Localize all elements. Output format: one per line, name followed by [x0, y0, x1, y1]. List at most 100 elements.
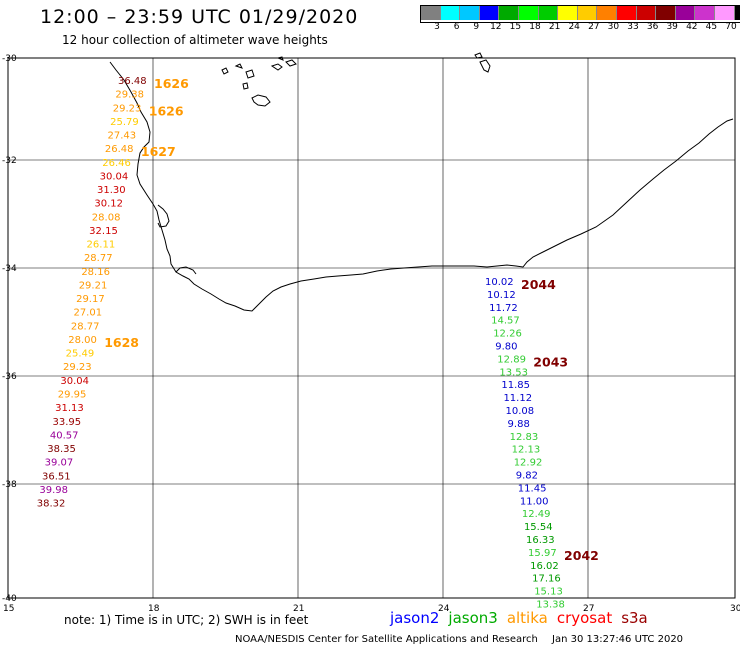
wave-height-value: 39.07 — [45, 458, 74, 469]
wave-height-value: 16.33 — [526, 535, 555, 546]
lat-label: -30 — [2, 54, 17, 64]
wave-height-value: 29.23 — [113, 103, 142, 114]
wave-height-value: 29.21 — [79, 280, 108, 291]
legend-swatch-3 — [478, 6, 499, 20]
lon-label: 18 — [148, 604, 160, 614]
wave-height-value: 38.35 — [47, 444, 76, 455]
wave-height-value: 12.89 — [497, 354, 526, 365]
wave-height-value: 26.11 — [87, 240, 116, 251]
wave-height-value: 17.16 — [532, 574, 561, 585]
coastline-detail-3 — [251, 94, 271, 107]
wave-height-value: 32.15 — [89, 226, 118, 237]
wave-height-value: 28.16 — [81, 267, 110, 278]
wave-height-value: 11.45 — [518, 483, 547, 494]
wave-height-value: 12.13 — [512, 445, 541, 456]
legend-swatch-16 — [733, 6, 740, 20]
wave-height-value: 15.13 — [534, 587, 563, 598]
wave-height-value: 26.48 — [105, 144, 134, 155]
wave-height-value: 10.08 — [506, 406, 535, 417]
west-track: 36.48 29.38 29.23 25.79 27.43 26.48 26.46 30.04… — [37, 76, 189, 510]
legend-swatch-15 — [713, 6, 734, 20]
legend-swatch-6 — [537, 6, 558, 20]
legend-swatch-13 — [674, 6, 695, 20]
pass-number-label: 2042 — [564, 548, 599, 563]
legend-label: 18 — [529, 22, 541, 32]
wave-height-value: 26.46 — [102, 158, 131, 169]
legend-label: 45 — [705, 22, 718, 32]
wave-height-value: 25.49 — [66, 349, 95, 360]
pass-number-label: 1626 — [149, 103, 184, 118]
satellite-altika: altika — [506, 609, 548, 627]
lat-label: -36 — [2, 372, 17, 382]
wave-height-value: 25.79 — [110, 117, 139, 128]
timestamp-text: Jan 30 13:27:46 UTC 2020 — [552, 634, 684, 645]
wave-height-value: 12.92 — [514, 458, 543, 469]
pass-number-label: 1628 — [104, 335, 139, 350]
legend-label: 24 — [568, 22, 580, 32]
wave-height-value: 13.38 — [536, 600, 565, 611]
wave-height-value: 13.53 — [499, 367, 528, 378]
satellite-jason2: jason2 — [390, 609, 440, 627]
wave-height-value: 27.01 — [73, 308, 102, 319]
wave-height-value: 12.83 — [510, 432, 539, 443]
lon-label: 30 — [730, 604, 740, 614]
lon-label: 21 — [293, 604, 304, 614]
wave-height-value: 29.23 — [63, 362, 92, 373]
legend-label: 70 — [725, 22, 737, 32]
lat-label: -34 — [2, 264, 17, 274]
wave-height-value: 27.43 — [108, 131, 137, 142]
wave-height-value: 15.97 — [528, 548, 557, 559]
wave-height-value: 11.72 — [489, 303, 518, 314]
wave-height-value: 11.85 — [501, 380, 530, 391]
satellite-legend: jason2 jason3 altika cryosat s3a — [390, 609, 657, 627]
wave-height-value: 36.48 — [118, 76, 147, 87]
wave-height-value: 10.12 — [487, 290, 516, 301]
legend-swatch-1 — [439, 6, 460, 20]
wave-height-value: 31.30 — [97, 185, 126, 196]
wave-height-value: 14.57 — [491, 316, 520, 327]
legend-label: 9 — [473, 22, 480, 32]
legend-label: 36 — [646, 22, 659, 32]
legend-label: 12 — [490, 22, 502, 32]
lon-label: 24 — [438, 604, 450, 614]
map-subtitle: 12 hour collection of altimeter wave hei… — [62, 33, 328, 47]
legend-label: 15 — [509, 22, 522, 32]
coastline-detail-5 — [474, 52, 491, 73]
satellite-jason3: jason3 — [448, 609, 498, 627]
pass-number-label: 1627 — [141, 144, 176, 159]
wave-height-value: 11.12 — [503, 393, 532, 404]
wave-height-value: 12.49 — [522, 509, 551, 520]
legend-swatch-5 — [517, 6, 538, 20]
wave-height-value: 28.77 — [84, 253, 113, 264]
legend-label: 21 — [548, 22, 561, 32]
legend-swatch-4 — [498, 6, 518, 20]
wave-height-value: 11.00 — [520, 496, 549, 507]
coastline-detail-4 — [221, 56, 297, 90]
legend-label: 6 — [453, 22, 460, 32]
wave-height-value: 12.26 — [493, 329, 522, 340]
pass-number-label: 2044 — [521, 277, 556, 292]
wave-height-value: 28.08 — [92, 212, 121, 223]
wave-height-value: 30.04 — [100, 171, 129, 182]
legend-label: 27 — [588, 22, 600, 32]
satellite-s3a: s3a — [621, 609, 648, 627]
wave-height-value: 30.12 — [94, 199, 123, 210]
coastline — [109, 52, 734, 312]
map-title: 12:00 – 23:59 UTC 01/29/2020 — [40, 6, 359, 28]
wave-height-value: 29.95 — [58, 389, 87, 400]
legend-label: 39 — [666, 22, 678, 32]
wave-height-value: 16.02 — [530, 561, 559, 572]
lat-label: -38 — [2, 480, 17, 490]
wave-height-value: 29.17 — [76, 294, 105, 305]
legend-label: 30 — [607, 22, 620, 32]
map-frame — [7, 57, 736, 599]
legend-swatch-12 — [655, 6, 675, 20]
wave-height-value: 29.38 — [115, 90, 144, 101]
coastline-detail-2 — [175, 266, 197, 275]
note-text: note: 1) Time is in UTC; 2) SWH is in fe… — [64, 613, 309, 627]
pass-number-label: 2043 — [533, 354, 568, 369]
wave-height-value: 33.95 — [53, 417, 82, 428]
wave-height-value: 15.54 — [524, 522, 553, 533]
legend-swatch-14 — [694, 6, 714, 20]
